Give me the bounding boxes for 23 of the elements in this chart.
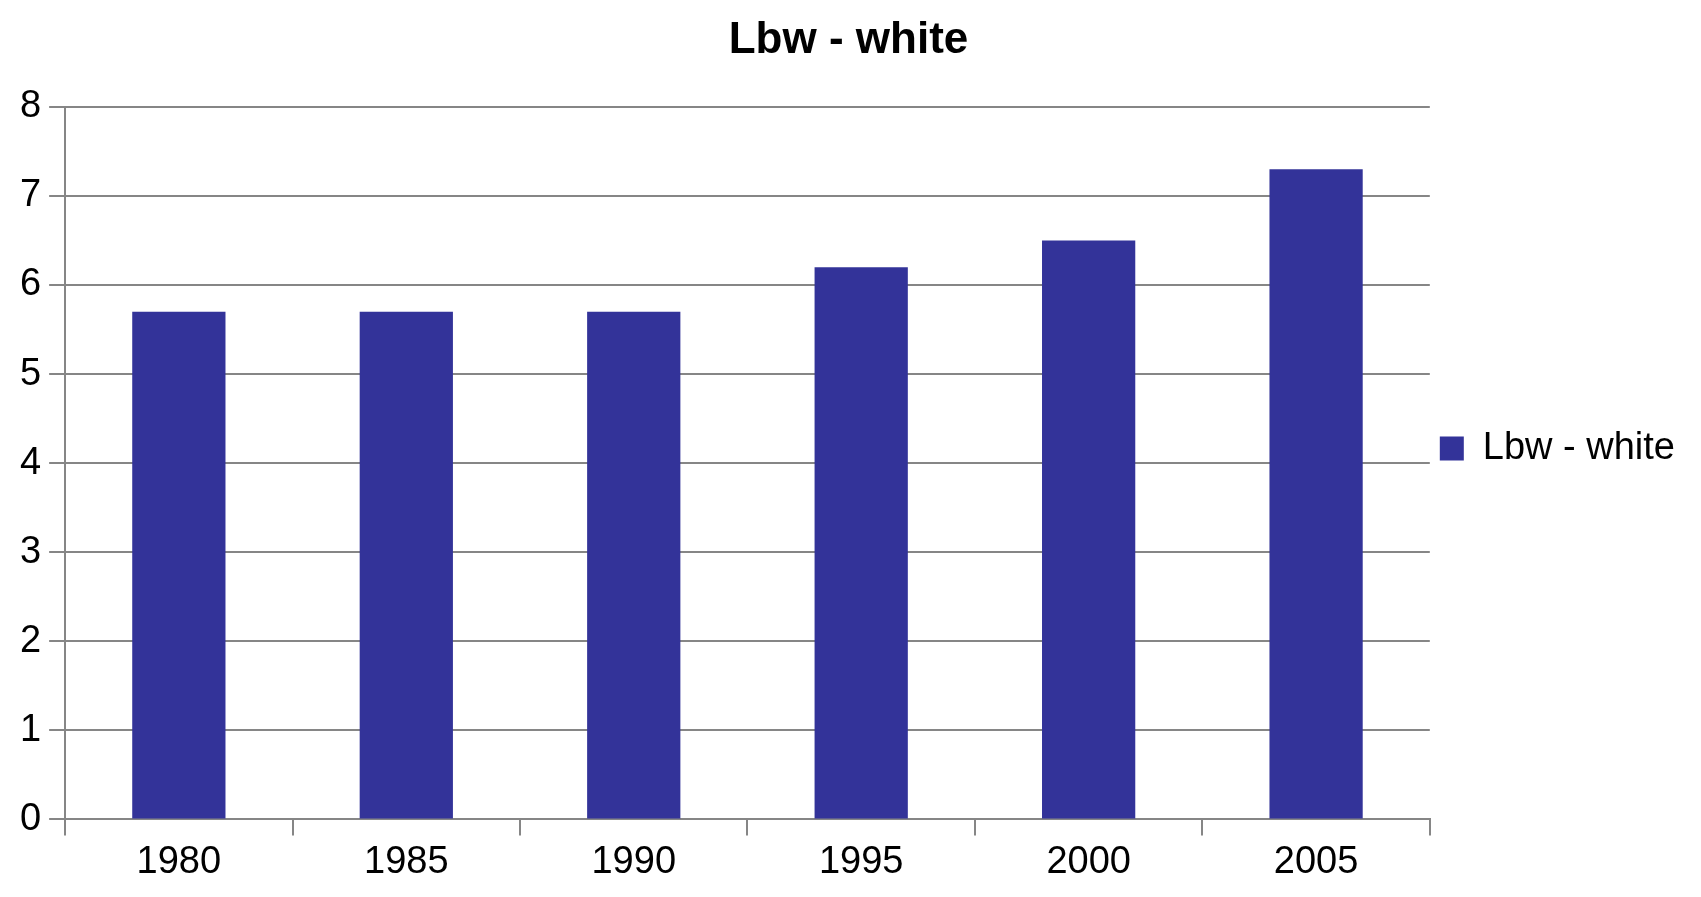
bar — [1042, 240, 1136, 819]
y-tick-label: 4 — [19, 439, 42, 482]
y-tick-label: 8 — [19, 83, 42, 126]
bar — [132, 311, 226, 819]
y-tick-label: 2 — [19, 617, 42, 660]
y-tick-label: 3 — [19, 528, 42, 571]
y-tick-label: 1 — [19, 706, 42, 749]
y-tick-label: 0 — [19, 795, 42, 838]
x-tick-label: 1980 — [136, 838, 222, 881]
bar — [1269, 169, 1363, 819]
x-tick-label: 2005 — [1273, 838, 1359, 881]
y-tick-label: 6 — [19, 261, 42, 304]
chart-title: Lbw - white — [728, 12, 969, 62]
x-tick-label: 1990 — [591, 838, 677, 881]
x-tick-label: 2000 — [1046, 838, 1131, 881]
y-tick-label: 7 — [19, 172, 42, 215]
legend-label: Lbw - white — [1482, 424, 1676, 467]
y-tick-label: 5 — [19, 350, 42, 393]
bar — [814, 267, 908, 819]
x-tick-label: 1995 — [818, 838, 904, 881]
x-tick-label: 1985 — [364, 838, 449, 881]
bar — [587, 311, 681, 819]
bar — [359, 311, 453, 819]
